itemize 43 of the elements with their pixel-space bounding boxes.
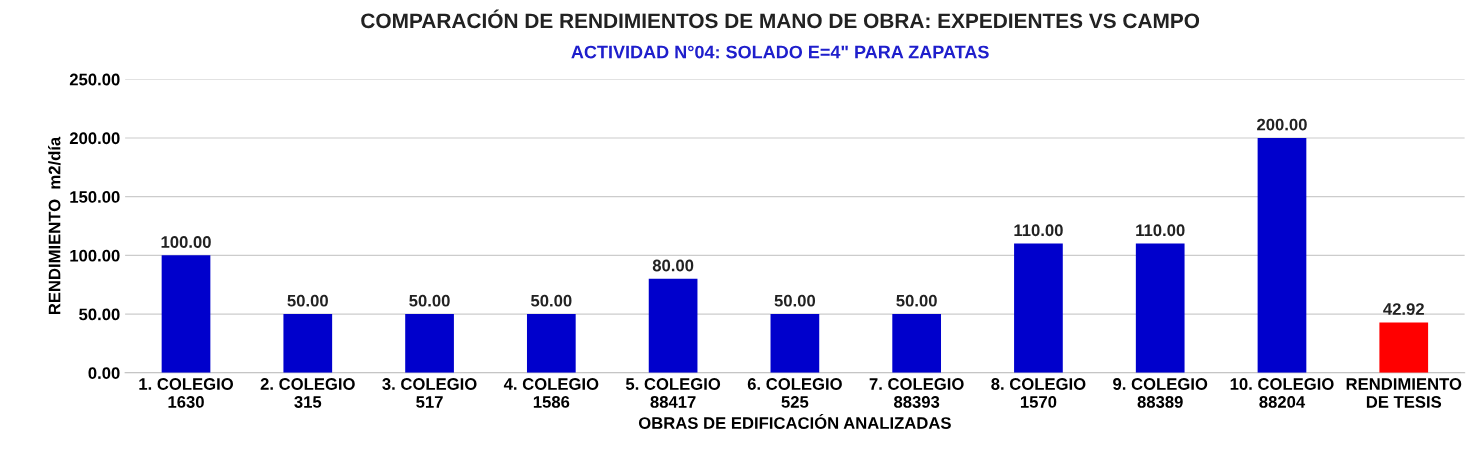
y-tick-label: 200.00 (69, 132, 120, 145)
bar (1257, 137, 1307, 373)
x-tick-label: 2. COLEGIO 315 (260, 378, 355, 408)
bar (526, 314, 576, 373)
bar (161, 255, 211, 373)
x-axis-title: OBRAS DE EDIFICACIÓN ANALIZADAS (638, 414, 951, 429)
x-tick-label: 7. COLEGIO 88393 (869, 378, 964, 408)
bar (1014, 243, 1063, 373)
bar (1135, 243, 1185, 373)
y-tick-label: 100.00 (70, 249, 120, 262)
data-label: 50.00 (409, 294, 450, 307)
data-label: 50.00 (530, 294, 572, 307)
x-tick-label: 3. COLEGIO 517 (382, 378, 477, 408)
bar (283, 314, 333, 373)
data-label: 100.00 (161, 236, 211, 248)
x-tick-label: 1. COLEGIO 1630 (139, 378, 233, 408)
bar (405, 314, 454, 373)
bar (648, 278, 698, 373)
x-tick-label: 6. COLEGIO 525 (747, 378, 842, 408)
data-label: 110.00 (1014, 224, 1063, 237)
x-tick-label: 4. COLEGIO 1586 (503, 378, 599, 408)
x-tick-label: 10. COLEGIO 88204 (1230, 378, 1334, 408)
bar (892, 314, 942, 373)
data-label: 42.92 (1383, 303, 1424, 315)
y-axis-title: RENDIMIENTO m2/día (48, 136, 61, 315)
data-label: 80.00 (652, 259, 694, 272)
data-label: 50.00 (774, 294, 816, 307)
data-label: 50.00 (287, 294, 328, 307)
data-label: 200.00 (1257, 118, 1307, 131)
chart-subtitle: ACTIVIDAD N°04: SOLADO E=4" PARA ZAPATAS (571, 45, 989, 59)
chart-title: COMPARACIÓN DE RENDIMIENTOS DE MANO DE OBRA: EXPEDIENTES VS CAMPO (361, 9, 1200, 29)
data-label: 50.00 (896, 294, 937, 307)
y-tick-label: 0.00 (88, 367, 120, 379)
data-label: 110.00 (1136, 224, 1185, 237)
y-tick-label: 250.00 (69, 73, 120, 86)
x-tick-label: RENDIMIENTO DE TESIS (1346, 378, 1462, 408)
x-tick-label: 5. COLEGIO 88417 (625, 378, 721, 408)
y-tick-label: 50.00 (79, 308, 120, 321)
y-tick-label: 150.00 (70, 191, 120, 203)
x-tick-label: 8. COLEGIO 1570 (991, 378, 1086, 408)
bar (770, 314, 820, 373)
x-tick-label: 9. COLEGIO 88389 (1113, 378, 1208, 408)
bar (1379, 322, 1429, 373)
